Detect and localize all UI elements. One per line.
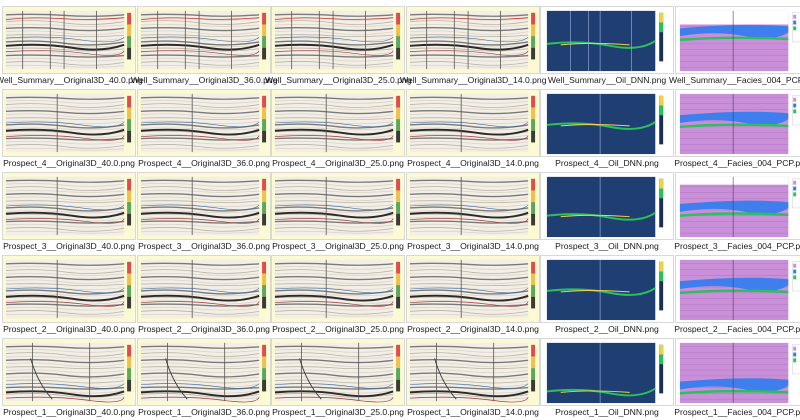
- file-thumbnail[interactable]: Prospect_3__Oil_DNN.png: [540, 172, 674, 254]
- file-name-label: Prospect_2__Original3D_40.0.png: [3, 324, 135, 334]
- file-name-label: Prospect_3__Oil_DNN.png: [555, 241, 659, 251]
- seismic-preview-image: [2, 89, 136, 157]
- seismic-preview-image: [406, 255, 540, 323]
- file-name-label: Prospect_3__Original3D_40.0.png: [3, 241, 135, 251]
- file-thumbnail[interactable]: Well_Summary__Original3D_25.0.png: [265, 6, 412, 88]
- seismic-preview-image: [2, 255, 136, 323]
- file-name-label: Prospect_1__Original3D_25.0.png: [272, 407, 404, 417]
- file-thumbnail[interactable]: Prospect_2__Original3D_36.0.png: [137, 255, 271, 337]
- file-thumbnail[interactable]: Prospect_2__Facies_004_PCP.png: [674, 255, 800, 337]
- file-thumbnail[interactable]: Prospect_4__Original3D_14.0.png: [406, 89, 540, 171]
- file-name-label: Prospect_4__Oil_DNN.png: [555, 158, 659, 168]
- file-name-label: Prospect_4__Original3D_25.0.png: [272, 158, 404, 168]
- seismic-preview-image: [137, 6, 271, 74]
- file-name-label: Prospect_1__Original3D_36.0.png: [138, 407, 270, 417]
- file-name-label: Prospect_2__Original3D_25.0.png: [272, 324, 404, 334]
- file-thumbnail[interactable]: Prospect_4__Oil_DNN.png: [540, 89, 674, 171]
- seismic-preview-image: [137, 255, 271, 323]
- file-name-label: Well_Summary__Original3D_14.0.png: [400, 75, 547, 85]
- file-name-label: Prospect_2__Original3D_36.0.png: [138, 324, 270, 334]
- oil-dnn-preview-image: [540, 89, 674, 157]
- file-name-label: Prospect_2__Oil_DNN.png: [555, 324, 659, 334]
- file-thumbnail[interactable]: Prospect_2__Original3D_40.0.png: [2, 255, 136, 337]
- file-name-label: Prospect_2__Original3D_14.0.png: [407, 324, 539, 334]
- seismic-preview-image: [2, 6, 136, 74]
- file-name-label: Prospect_3__Original3D_36.0.png: [138, 241, 270, 251]
- file-thumbnail[interactable]: Prospect_1__Original3D_14.0.png: [406, 338, 540, 420]
- file-thumbnail[interactable]: Prospect_4__Original3D_36.0.png: [137, 89, 271, 171]
- file-thumbnail[interactable]: Prospect_2__Original3D_14.0.png: [406, 255, 540, 337]
- seismic-preview-image: [406, 338, 540, 406]
- file-name-label: Prospect_4__Original3D_40.0.png: [3, 158, 135, 168]
- file-thumbnail[interactable]: Prospect_4__Facies_004_PCP.png: [674, 89, 800, 171]
- seismic-preview-image: [406, 89, 540, 157]
- file-thumbnail[interactable]: Prospect_3__Original3D_25.0.png: [271, 172, 405, 254]
- file-name-label: Prospect_3__Original3D_25.0.png: [272, 241, 404, 251]
- file-thumbnail[interactable]: Prospect_3__Original3D_36.0.png: [137, 172, 271, 254]
- facies-preview-image: [675, 338, 800, 406]
- file-thumbnail[interactable]: Well_Summary__Original3D_36.0.png: [131, 6, 278, 88]
- file-name-label: Prospect_3__Facies_004_PCP.png: [674, 241, 800, 251]
- file-thumbnail[interactable]: Prospect_3__Original3D_40.0.png: [2, 172, 136, 254]
- file-thumbnail[interactable]: Prospect_1__Facies_004_PCP.png: [674, 338, 800, 420]
- seismic-preview-image: [137, 172, 271, 240]
- file-name-label: Well_Summary__Oil_DNN.png: [547, 75, 667, 85]
- file-name-label: Well_Summary__Original3D_25.0.png: [265, 75, 412, 85]
- file-name-label: Well_Summary__Facies_004_PCP.png: [669, 75, 800, 85]
- seismic-preview-image: [271, 338, 405, 406]
- seismic-preview-image: [406, 172, 540, 240]
- file-thumbnail[interactable]: Well_Summary__Original3D_14.0.png: [400, 6, 547, 88]
- seismic-preview-image: [137, 89, 271, 157]
- oil-dnn-preview-image: [540, 172, 674, 240]
- oil-dnn-preview-image: [540, 338, 674, 406]
- file-thumbnail[interactable]: Well_Summary__Oil_DNN.png: [540, 6, 674, 88]
- file-name-label: Prospect_4__Original3D_14.0.png: [407, 158, 539, 168]
- seismic-preview-image: [406, 6, 540, 74]
- file-name-label: Prospect_4__Original3D_36.0.png: [138, 158, 270, 168]
- seismic-preview-image: [2, 338, 136, 406]
- file-name-label: Well_Summary__Original3D_36.0.png: [131, 75, 278, 85]
- oil-dnn-preview-image: [540, 255, 674, 323]
- file-name-label: Prospect_4__Facies_004_PCP.png: [674, 158, 800, 168]
- file-thumbnail[interactable]: Prospect_3__Original3D_14.0.png: [406, 172, 540, 254]
- file-name-label: Prospect_1__Original3D_40.0.png: [3, 407, 135, 417]
- oil-dnn-preview-image: [540, 6, 674, 74]
- file-thumbnail[interactable]: Prospect_1__Original3D_40.0.png: [2, 338, 136, 420]
- file-name-label: Prospect_1__Facies_004_PCP.png: [674, 407, 800, 417]
- file-name-label: Well_Summary__Original3D_40.0.png: [0, 75, 143, 85]
- file-thumbnail[interactable]: Prospect_4__Original3D_40.0.png: [2, 89, 136, 171]
- seismic-preview-image: [271, 255, 405, 323]
- file-name-label: Prospect_2__Facies_004_PCP.png: [674, 324, 800, 334]
- file-thumbnail[interactable]: Prospect_2__Original3D_25.0.png: [271, 255, 405, 337]
- facies-preview-image: [675, 6, 800, 74]
- file-thumbnail[interactable]: Well_Summary__Original3D_40.0.png: [0, 6, 143, 88]
- file-name-label: Prospect_1__Oil_DNN.png: [555, 407, 659, 417]
- file-thumbnail[interactable]: Prospect_1__Original3D_25.0.png: [271, 338, 405, 420]
- file-thumbnail[interactable]: Prospect_1__Oil_DNN.png: [540, 338, 674, 420]
- file-name-label: Prospect_3__Original3D_14.0.png: [407, 241, 539, 251]
- file-thumbnail[interactable]: Prospect_3__Facies_004_PCP.png: [674, 172, 800, 254]
- file-thumbnail[interactable]: Prospect_1__Original3D_36.0.png: [137, 338, 271, 420]
- seismic-preview-image: [137, 338, 271, 406]
- seismic-preview-image: [271, 6, 405, 74]
- facies-preview-image: [675, 89, 800, 157]
- facies-preview-image: [675, 255, 800, 323]
- facies-preview-image: [675, 172, 800, 240]
- seismic-preview-image: [271, 172, 405, 240]
- file-thumbnail[interactable]: Well_Summary__Facies_004_PCP.png: [669, 6, 800, 88]
- file-thumbnail[interactable]: Prospect_2__Oil_DNN.png: [540, 255, 674, 337]
- file-thumbnail[interactable]: Prospect_4__Original3D_25.0.png: [271, 89, 405, 171]
- file-name-label: Prospect_1__Original3D_14.0.png: [407, 407, 539, 417]
- seismic-preview-image: [2, 172, 136, 240]
- seismic-preview-image: [271, 89, 405, 157]
